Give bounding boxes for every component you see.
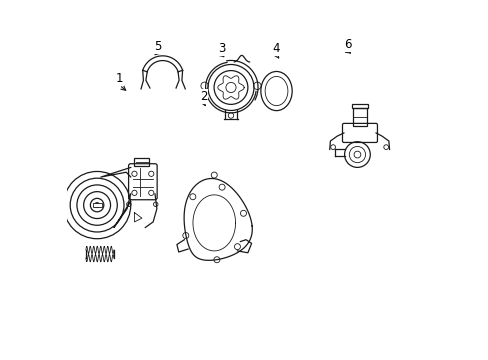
- Bar: [92, 203, 102, 207]
- Text: 3: 3: [217, 42, 224, 55]
- Text: 5: 5: [153, 40, 161, 53]
- Bar: [351, 104, 367, 108]
- Bar: [353, 108, 366, 126]
- Circle shape: [94, 202, 100, 208]
- Text: 2: 2: [200, 90, 207, 103]
- Text: 6: 6: [343, 38, 351, 51]
- Text: 1: 1: [115, 72, 123, 85]
- Bar: [134, 158, 149, 166]
- Text: 4: 4: [272, 42, 280, 55]
